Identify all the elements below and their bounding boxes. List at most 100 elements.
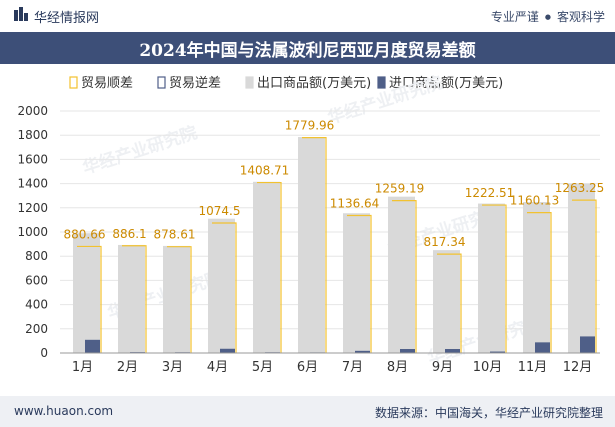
- data-label: 1779.96: [285, 119, 335, 133]
- legend-swatch: [377, 76, 386, 89]
- export-bar: [433, 250, 460, 353]
- y-tick-label: 1400: [17, 177, 48, 191]
- x-tick-label: 10月: [473, 360, 503, 375]
- x-tick-label: 7月: [342, 360, 363, 375]
- import-bar: [355, 350, 370, 353]
- trade-balance-bar: [527, 212, 552, 353]
- import-bar: [85, 339, 100, 353]
- y-tick-label: 600: [25, 273, 48, 287]
- import-bar: [445, 349, 460, 353]
- x-axis: 1月 2月 3月 4月 5月 6月 7月 8月 9月 10月 11月 12月: [60, 352, 600, 375]
- chart-title: 2024年中国与法属波利尼西亚月度贸易差额: [0, 32, 615, 64]
- trade-balance-bar: [347, 214, 372, 353]
- x-tick-label: 8月: [387, 360, 408, 375]
- export-bar: [253, 181, 280, 353]
- export-bar: [163, 245, 190, 353]
- legend-swatch: [69, 76, 78, 89]
- export-bar: [208, 218, 235, 353]
- legend-swatch: [245, 76, 254, 89]
- export-bar: [118, 244, 145, 353]
- legend-swatch: [157, 76, 166, 89]
- trade-balance-bar: [572, 199, 597, 353]
- import-bar: [580, 336, 595, 353]
- import-bar: [220, 348, 235, 353]
- bar-group-0: 880.66: [64, 227, 106, 353]
- trade-balance-bar: [77, 245, 102, 353]
- trade-balance-bar: [482, 204, 507, 353]
- data-label: 1222.51: [465, 186, 515, 200]
- y-tick-label: 1000: [17, 225, 48, 239]
- chart: 贸易顺差 贸易逆差 出口商品额(万美元) 进口商品额(万美元) 华经产业研究院华经产业…: [17, 72, 605, 375]
- legend-item-2: 出口商品额(万美元): [245, 76, 371, 91]
- trade-balance-bar: [437, 253, 462, 353]
- legend-label: 出口商品额(万美元): [257, 76, 371, 91]
- legend: 贸易顺差 贸易逆差 出口商品额(万美元) 进口商品额(万美元): [69, 75, 503, 91]
- bar-group-11: 1263.25: [555, 181, 605, 353]
- bar-group-2: 878.61: [154, 228, 196, 353]
- footer-source: 数据来源：中国海关，华经产业研究院整理: [374, 406, 603, 420]
- bar-group-9: 1222.51: [465, 186, 515, 353]
- x-tick-label: 1月: [72, 360, 93, 375]
- data-label: 1408.71: [240, 164, 290, 178]
- trade-balance-bar: [167, 246, 192, 353]
- slogan-separator: ●: [544, 12, 551, 21]
- legend-item-1: 贸易逆差: [157, 75, 221, 91]
- data-label: 1259.19: [375, 182, 425, 196]
- data-label: 1263.25: [555, 181, 605, 195]
- export-bar: [343, 213, 370, 353]
- x-tick-label: 9月: [432, 360, 453, 375]
- slogan-right: 客观科学: [556, 10, 605, 24]
- data-label: 1160.13: [510, 194, 560, 208]
- footer-website[interactable]: www.huaon.com: [14, 404, 114, 418]
- x-tick-label: 3月: [162, 360, 183, 375]
- export-bar: [73, 233, 100, 353]
- watermark-0: 华经产业研究院: [80, 122, 200, 179]
- y-tick-label: 200: [25, 322, 48, 336]
- x-tick-label: 6月: [297, 360, 318, 375]
- import-bar: [535, 342, 550, 353]
- legend-item-0: 贸易顺差: [69, 76, 133, 91]
- y-tick-label: 1200: [17, 201, 48, 215]
- trade-balance-bar: [392, 200, 417, 353]
- bar-group-4: 1408.71: [240, 164, 290, 353]
- data-label: 1136.64: [330, 196, 380, 210]
- x-tick-label: 4月: [207, 360, 228, 375]
- export-bar: [568, 183, 595, 353]
- y-tick-label: 1600: [17, 152, 48, 166]
- bar-group-7: 1259.19: [375, 182, 425, 353]
- trade-balance-bar: [122, 245, 147, 353]
- y-tick-label: 400: [25, 298, 48, 312]
- trade-balance-bar: [302, 137, 327, 353]
- slogan: 专业严谨 ● 客观科学: [491, 8, 605, 25]
- legend-item-3: 进口商品额(万美元): [377, 76, 503, 91]
- y-tick-label: 2000: [17, 104, 48, 118]
- export-bar: [388, 196, 415, 353]
- data-label: 886.1: [112, 227, 146, 241]
- bar-group-5: 1779.96: [285, 119, 335, 353]
- legend-label: 贸易顺差: [81, 76, 133, 91]
- bar-group-6: 1136.64: [330, 196, 380, 353]
- export-bar: [523, 201, 550, 353]
- data-label: 878.61: [154, 228, 196, 242]
- import-bar: [400, 349, 415, 353]
- x-tick-label: 5月: [252, 360, 273, 375]
- bar-group-3: 1074.5: [199, 204, 241, 353]
- y-tick-label: 1800: [17, 128, 48, 142]
- x-tick-label: 11月: [518, 360, 548, 375]
- x-tick-label: 2月: [117, 360, 138, 375]
- trade-balance-bar: [257, 181, 282, 353]
- export-bar: [478, 203, 505, 353]
- footer: www.huaon.com 数据来源：中国海关，华经产业研究院整理: [0, 396, 615, 427]
- brand[interactable]: 华经情报网: [14, 7, 99, 26]
- legend-label: 贸易逆差: [169, 75, 221, 91]
- x-tick-label: 12月: [563, 360, 593, 375]
- top-bar: 华经情报网 专业严谨 ● 客观科学: [0, 0, 615, 32]
- data-label: 817.34: [424, 235, 466, 249]
- trade-balance-bar: [212, 222, 237, 353]
- y-tick-label: 0: [40, 346, 48, 360]
- data-label: 880.66: [64, 227, 106, 241]
- slogan-left: 专业严谨: [490, 10, 539, 24]
- y-tick-label: 800: [25, 249, 48, 263]
- import-bar: [490, 351, 505, 353]
